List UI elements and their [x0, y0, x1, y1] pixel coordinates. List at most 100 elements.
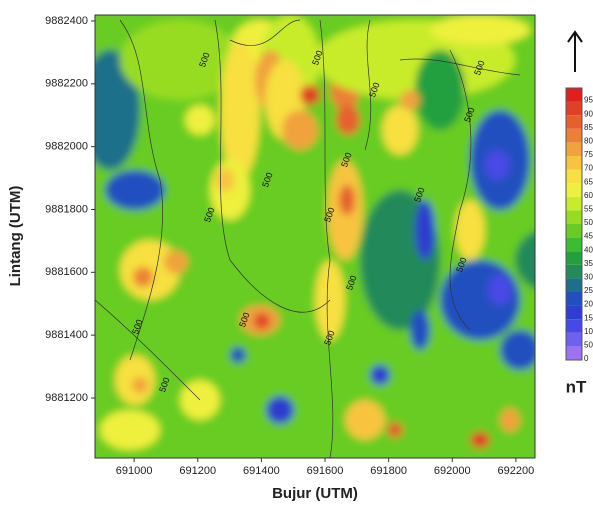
field-blob — [500, 408, 520, 432]
field-blob — [230, 347, 246, 363]
y-tick-label: 9881600 — [45, 266, 88, 278]
contour-label: 500 — [367, 81, 382, 99]
colorbar-label: 300 — [584, 273, 593, 282]
contour-label: 500 — [339, 151, 354, 169]
colorbar-band — [566, 278, 582, 292]
colorbar-band — [566, 264, 582, 279]
field-blob — [470, 432, 490, 448]
y-tick-label: 9881800 — [45, 203, 88, 215]
field-blob — [266, 396, 294, 424]
colorbar-label: 200 — [584, 300, 593, 309]
contour-label: 500 — [322, 329, 337, 347]
colorbar-label: 50 — [584, 341, 593, 350]
x-tick-label: 691000 — [116, 465, 153, 477]
colorbar-band — [566, 237, 582, 252]
colorbar-band — [566, 101, 582, 116]
contour-line — [214, 19, 331, 313]
y-axis-title: Lintang (UTM) — [7, 186, 24, 287]
colorbar-band — [566, 332, 582, 347]
field-blob — [488, 275, 512, 305]
field-blob — [339, 185, 355, 215]
field-blob — [105, 170, 165, 210]
contour-label: 500 — [157, 376, 172, 394]
colorbar-label: 650 — [584, 177, 593, 186]
colorbar-label: 350 — [584, 259, 593, 268]
field-blob — [515, 231, 535, 289]
contour-line — [229, 19, 301, 46]
colorbar-label: 500 — [584, 218, 593, 227]
colorbar-band — [566, 142, 582, 156]
north-arrow — [567, 30, 583, 72]
contour-label: 500 — [130, 318, 145, 336]
field-blob — [164, 250, 188, 274]
contour-label: 500 — [202, 206, 217, 224]
field-blob — [485, 150, 509, 180]
contour-label: 500 — [344, 274, 359, 292]
plot-frame — [94, 14, 536, 459]
contour-line — [364, 19, 372, 151]
contour-label: 500 — [310, 49, 325, 67]
field-blob — [415, 50, 465, 130]
field-blob — [254, 313, 270, 329]
field-blob — [382, 105, 418, 155]
field-blob — [100, 410, 160, 450]
contour-line — [449, 49, 472, 331]
contour-label: 500 — [412, 186, 427, 204]
contour-label: 500 — [237, 311, 252, 329]
field-blob — [430, 15, 530, 45]
y-tick-label: 9881400 — [45, 329, 88, 341]
contour-label: 500 — [472, 59, 487, 77]
field-blob — [370, 365, 390, 385]
colorbar-label: 900 — [584, 109, 593, 118]
contour-label: 500 — [322, 206, 337, 224]
colorbar-band — [566, 128, 582, 143]
field-blob — [185, 105, 215, 135]
field-blob — [215, 168, 235, 192]
colorbar-band — [566, 224, 582, 238]
colorbar-label: 850 — [584, 123, 593, 132]
contour-label: 500 — [197, 51, 212, 69]
x-tick-label: 691400 — [243, 465, 280, 477]
x-tick-label: 691200 — [179, 465, 216, 477]
contour-line — [95, 299, 201, 401]
colorbar-label: 400 — [584, 245, 593, 254]
field-blobs — [95, 15, 535, 458]
colorbar-label: 550 — [584, 205, 593, 214]
colorbar-band — [566, 115, 582, 129]
field-blob — [132, 377, 148, 393]
colorbar-label: 800 — [584, 137, 593, 146]
field-blob — [300, 85, 320, 105]
contour-line — [399, 58, 521, 76]
x-tick-label: 692200 — [498, 465, 535, 477]
contour-label: 500 — [454, 256, 469, 274]
colorbar-label: 950 — [584, 96, 593, 105]
field-blob — [400, 90, 420, 110]
contour-line — [119, 19, 163, 361]
colorbar-label: 700 — [584, 164, 593, 173]
colorbar-band — [566, 292, 582, 306]
field-blob — [387, 422, 403, 438]
colorbar-label: 250 — [584, 286, 593, 295]
x-tick-label: 691800 — [370, 465, 407, 477]
y-tick-label: 9881200 — [45, 392, 88, 404]
colorbar-band — [566, 305, 582, 320]
field-blob — [410, 310, 430, 350]
field-blob — [220, 40, 260, 180]
colorbar-label: 0 — [584, 354, 589, 363]
anomaly-field: 500 500 500 500 500 500 500 500 500 500 500 500 500 5… — [95, 15, 535, 458]
field-blob — [133, 267, 153, 287]
colorbar-band — [566, 88, 582, 102]
contour-label: 500 — [260, 171, 275, 189]
colorbar-frame — [565, 87, 583, 361]
field-blob — [120, 20, 240, 100]
colorbar-band — [566, 210, 582, 224]
field-blob — [282, 110, 318, 150]
x-tick-label: 692000 — [434, 465, 471, 477]
x-tick-label: 691600 — [307, 465, 344, 477]
colorbar-label: 750 — [584, 150, 593, 159]
colorbar-band — [566, 196, 582, 211]
field-blob — [415, 200, 435, 260]
colorbar-band — [566, 183, 582, 197]
contour-line — [319, 19, 334, 458]
